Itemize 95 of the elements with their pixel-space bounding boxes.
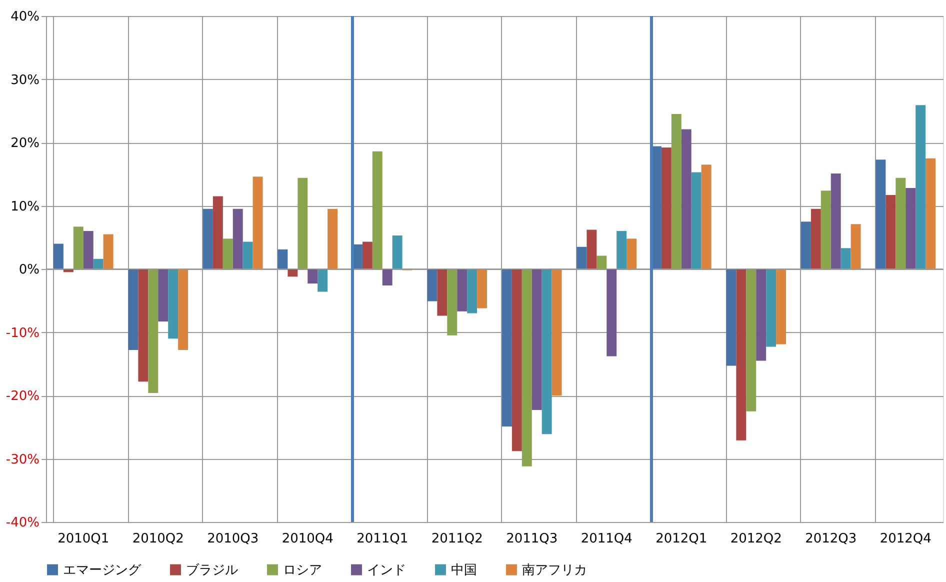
bar	[242, 242, 253, 269]
bar	[447, 269, 458, 336]
bar	[318, 269, 328, 292]
bar	[212, 196, 223, 269]
bar	[766, 269, 776, 347]
x-tick-label: 2010Q3	[207, 532, 259, 546]
y-tick-label: -30%	[6, 452, 40, 468]
bar	[661, 148, 672, 269]
bar	[616, 231, 627, 269]
bar	[552, 269, 562, 396]
bar	[726, 269, 736, 366]
bar	[202, 208, 213, 269]
legend-label: ロシア	[283, 562, 322, 578]
y-tick-label: 20%	[10, 136, 40, 151]
y-tick-label: 0%	[18, 262, 40, 278]
bar	[906, 188, 916, 269]
bar	[103, 234, 114, 269]
bar	[252, 176, 263, 269]
bar	[886, 195, 896, 269]
y-tick-label: 10%	[10, 199, 40, 214]
bar	[372, 151, 382, 269]
bar	[576, 246, 587, 269]
bar	[926, 158, 936, 269]
bar	[840, 248, 851, 269]
bar	[477, 269, 488, 308]
bar	[73, 226, 84, 269]
bar	[392, 235, 402, 269]
x-tick-label: 2010Q4	[282, 532, 334, 546]
y-tick-label: -10%	[6, 326, 40, 341]
legend-label: エマージング	[63, 562, 142, 578]
bar	[626, 238, 637, 269]
bar	[158, 269, 168, 322]
x-tick-label: 2012Q3	[805, 532, 857, 546]
bar	[596, 256, 607, 269]
bar	[916, 105, 926, 269]
bar	[308, 269, 318, 284]
bar	[53, 244, 64, 269]
x-tick-label: 2011Q2	[431, 532, 483, 546]
bar	[328, 208, 338, 269]
bar	[467, 269, 478, 314]
bar	[756, 269, 766, 361]
bar	[512, 269, 522, 452]
bar	[427, 269, 438, 302]
bar	[850, 224, 861, 269]
bar	[298, 178, 308, 269]
bar	[701, 164, 712, 269]
bar	[681, 129, 692, 269]
bar	[437, 269, 448, 316]
bar	[502, 269, 512, 426]
bar	[542, 269, 552, 434]
bar	[606, 269, 617, 356]
y-tick-label: -20%	[6, 389, 40, 404]
bar	[168, 269, 178, 339]
x-tick-label: 2011Q1	[356, 532, 408, 546]
bar	[93, 258, 104, 269]
bar	[736, 269, 746, 440]
x-tick-label: 2012Q1	[656, 532, 708, 546]
bar	[222, 238, 233, 269]
bar	[522, 269, 532, 466]
bar	[148, 269, 158, 393]
bar	[671, 114, 682, 269]
bar	[382, 269, 392, 286]
bar	[83, 231, 94, 269]
bar	[178, 269, 188, 350]
x-tick-label: 2012Q2	[730, 532, 782, 546]
bar	[776, 269, 786, 344]
bar	[820, 190, 831, 269]
bar	[800, 222, 811, 269]
legend-label: ブラジル	[186, 562, 238, 578]
bar	[896, 178, 906, 269]
bar	[830, 173, 841, 269]
bar	[362, 242, 372, 269]
legend-label: 南アフリカ	[522, 562, 587, 578]
bar	[232, 208, 243, 269]
x-tick-label: 2010Q1	[58, 532, 110, 546]
bar	[810, 208, 821, 269]
y-tick-label: 40%	[10, 10, 40, 24]
bar	[278, 249, 288, 269]
x-tick-label: 2010Q2	[132, 532, 184, 546]
x-tick-label: 2011Q3	[506, 532, 558, 546]
bar	[532, 269, 542, 410]
legend-label: 中国	[451, 562, 477, 578]
bar	[457, 269, 468, 312]
bar	[691, 172, 702, 269]
bar	[128, 269, 138, 350]
legend-label: インド	[367, 562, 406, 578]
bar	[138, 269, 148, 382]
bar	[746, 269, 756, 412]
bar	[876, 160, 886, 269]
bar	[288, 269, 298, 277]
x-tick-label: 2012Q4	[880, 532, 932, 546]
bar	[586, 230, 597, 269]
y-tick-label: 30%	[10, 72, 40, 88]
y-tick-label: -40%	[6, 516, 40, 530]
x-tick-label: 2011Q4	[580, 532, 632, 546]
